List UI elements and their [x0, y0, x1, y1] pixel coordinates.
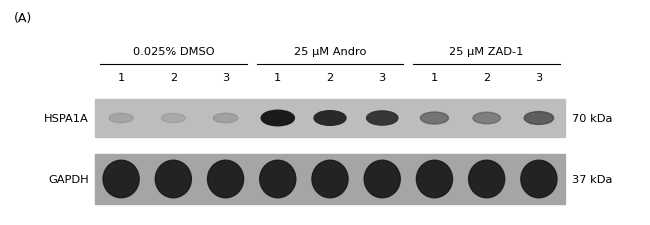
Text: HSPA1A: HSPA1A — [44, 113, 89, 124]
Text: 37 kDa: 37 kDa — [572, 174, 612, 184]
Text: 25 μM ZAD-1: 25 μM ZAD-1 — [450, 47, 524, 57]
Ellipse shape — [521, 160, 557, 198]
Text: (A): (A) — [14, 12, 32, 25]
Ellipse shape — [261, 111, 294, 126]
Ellipse shape — [473, 113, 500, 124]
Text: 3: 3 — [378, 73, 386, 83]
Ellipse shape — [207, 160, 244, 198]
Text: 2: 2 — [483, 73, 490, 83]
Text: 3: 3 — [535, 73, 543, 83]
Text: 1: 1 — [118, 73, 125, 83]
Text: 0.025% DMSO: 0.025% DMSO — [133, 47, 214, 57]
Ellipse shape — [524, 112, 554, 125]
Ellipse shape — [161, 114, 185, 123]
Text: 3: 3 — [222, 73, 229, 83]
Text: 2: 2 — [326, 73, 333, 83]
Ellipse shape — [421, 112, 448, 124]
Text: 2: 2 — [170, 73, 177, 83]
Ellipse shape — [367, 111, 398, 126]
Ellipse shape — [213, 114, 238, 123]
Ellipse shape — [155, 160, 191, 198]
Text: 1: 1 — [274, 73, 281, 83]
Text: 1: 1 — [431, 73, 438, 83]
Ellipse shape — [417, 160, 452, 198]
Ellipse shape — [364, 160, 400, 198]
Ellipse shape — [314, 111, 346, 126]
Ellipse shape — [260, 160, 296, 198]
Ellipse shape — [103, 160, 139, 198]
Text: 25 μM Andro: 25 μM Andro — [294, 47, 366, 57]
Ellipse shape — [312, 160, 348, 198]
Ellipse shape — [109, 114, 133, 123]
Bar — [95, 154, 565, 204]
Text: GAPDH: GAPDH — [48, 174, 89, 184]
Ellipse shape — [469, 160, 504, 198]
Text: 70 kDa: 70 kDa — [572, 113, 612, 124]
Bar — [95, 99, 565, 137]
